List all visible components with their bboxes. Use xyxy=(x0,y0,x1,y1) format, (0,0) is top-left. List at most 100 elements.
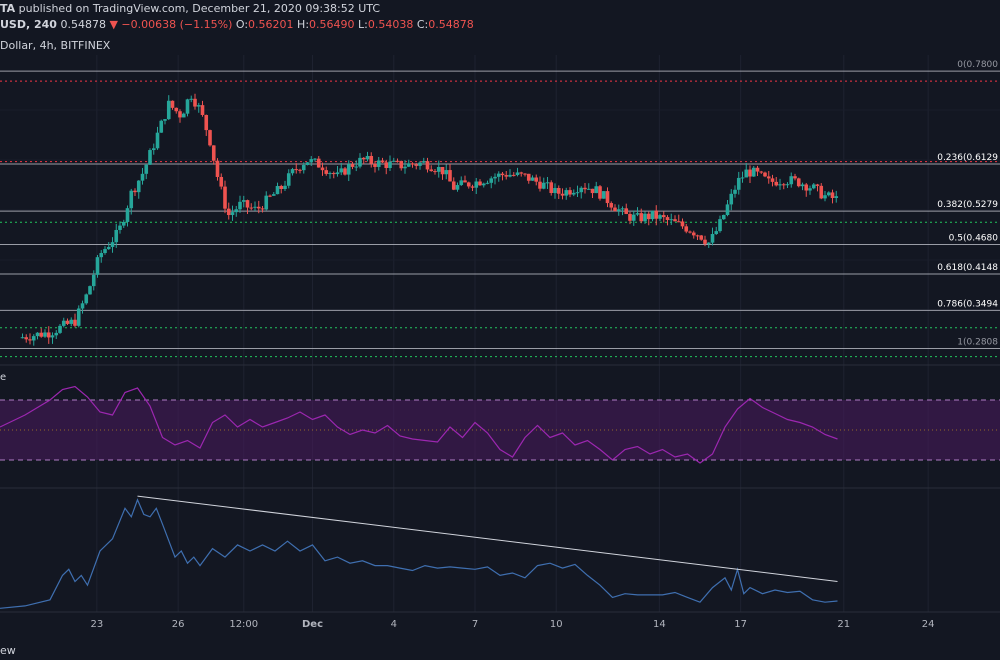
x-tick-label-10: 24 xyxy=(922,619,935,630)
candle-body-114 xyxy=(448,170,452,182)
candle-body-17 xyxy=(84,294,89,304)
candle-body-14 xyxy=(73,319,77,326)
candle-body-73 xyxy=(294,169,299,171)
candle-body-181 xyxy=(699,235,704,240)
symbol: USD, 240 xyxy=(0,18,57,31)
candle-body-163 xyxy=(631,214,636,221)
candle-body-121 xyxy=(474,181,479,188)
candle-body-109 xyxy=(429,169,434,172)
fib-label-0.236: 0.236(0.6129 xyxy=(937,153,998,163)
x-tick-label-9: 21 xyxy=(837,619,850,630)
candle-body-68 xyxy=(275,186,280,195)
candle-body-196 xyxy=(755,167,760,172)
candle-body-215 xyxy=(826,192,831,196)
candle-body-137 xyxy=(534,177,539,182)
candle-body-187 xyxy=(721,215,726,220)
candle-body-101 xyxy=(399,160,404,169)
candle-body-185 xyxy=(714,231,719,234)
candle-body-188 xyxy=(725,204,730,216)
candle-body-12 xyxy=(65,320,70,324)
rsi-pane-label: e xyxy=(0,372,7,383)
candle-body-213 xyxy=(819,185,824,199)
x-tick-label-1: 26 xyxy=(172,619,185,630)
candle-body-144 xyxy=(560,193,565,196)
fib-label-0.382: 0.382(0.5279 xyxy=(937,200,998,210)
candle-body-20 xyxy=(95,257,100,275)
candle-body-42 xyxy=(178,111,182,118)
candle-body-203 xyxy=(781,184,786,186)
candle-body-180 xyxy=(695,235,700,237)
footer-label: ew xyxy=(0,644,16,657)
candle-body-194 xyxy=(748,169,752,177)
candle-body-201 xyxy=(774,181,779,186)
candle-body-89 xyxy=(354,166,359,168)
candle-body-208 xyxy=(800,184,805,187)
candle-body-102 xyxy=(403,166,407,169)
candle-body-155 xyxy=(601,191,606,199)
candle-body-140 xyxy=(545,182,550,184)
candle-body-85 xyxy=(339,168,344,173)
candle-body-162 xyxy=(628,213,632,221)
close-label: C: xyxy=(416,18,429,31)
candle-body-182 xyxy=(703,239,707,244)
candle-body-110 xyxy=(433,171,437,173)
candle-body-175 xyxy=(676,221,681,223)
candle-body-122 xyxy=(478,181,482,186)
publish-line: TA published on TradingView.com, Decembe… xyxy=(0,2,380,15)
candle-body-18 xyxy=(88,286,92,295)
candle-body-31 xyxy=(136,180,141,193)
candle-body-147 xyxy=(571,192,576,195)
candle-body-112 xyxy=(440,166,445,175)
candle-body-80 xyxy=(320,167,325,171)
candle-body-84 xyxy=(335,172,340,175)
candle-body-70 xyxy=(283,185,287,190)
candle-body-156 xyxy=(605,191,610,204)
candle-body-134 xyxy=(523,173,527,175)
candle-body-210 xyxy=(808,188,812,191)
candle-body-25 xyxy=(114,229,119,243)
candle-body-82 xyxy=(328,173,332,175)
candle-body-177 xyxy=(684,226,689,232)
candle-body-22 xyxy=(103,249,107,254)
candle-body-43 xyxy=(181,113,186,118)
candle-body-34 xyxy=(148,150,152,165)
candle-body-158 xyxy=(613,207,617,212)
candle-body-135 xyxy=(526,173,531,181)
candle-body-170 xyxy=(658,215,662,219)
candle-body-198 xyxy=(763,172,767,177)
candle-body-3 xyxy=(31,336,36,341)
candle-body-209 xyxy=(804,184,809,191)
candle-body-21 xyxy=(99,253,104,258)
candle-body-214 xyxy=(823,195,827,199)
candle-body-77 xyxy=(309,159,314,163)
candle-body-81 xyxy=(324,170,329,174)
candle-body-72 xyxy=(290,169,295,174)
candle-body-94 xyxy=(373,163,377,167)
candle-body-138 xyxy=(538,181,542,189)
candle-body-9 xyxy=(54,332,59,336)
candle-body-186 xyxy=(718,219,722,232)
x-tick-label-7: 14 xyxy=(653,619,666,630)
x-tick-label-0: 23 xyxy=(91,619,104,630)
candle-body-165 xyxy=(639,213,644,222)
candle-body-124 xyxy=(485,182,490,184)
candle-body-57 xyxy=(234,209,239,213)
candle-body-4 xyxy=(35,332,40,337)
candle-body-10 xyxy=(58,325,62,333)
candle-body-157 xyxy=(609,203,614,208)
candle-body-32 xyxy=(140,173,145,181)
candle-body-183 xyxy=(706,242,711,244)
candle-body-58 xyxy=(238,201,242,210)
candle-body-46 xyxy=(193,98,197,107)
x-tick-label-5: 7 xyxy=(472,619,478,630)
candle-body-60 xyxy=(245,200,250,208)
candle-body-150 xyxy=(583,187,587,190)
candle-body-174 xyxy=(673,219,677,222)
fib-label-0.5: 0.5(0.4680 xyxy=(949,233,999,243)
candle-body-139 xyxy=(541,182,546,189)
candle-body-56 xyxy=(230,212,235,216)
candle-body-83 xyxy=(331,173,336,175)
candle-body-45 xyxy=(189,98,194,100)
candle-body-37 xyxy=(159,120,164,133)
